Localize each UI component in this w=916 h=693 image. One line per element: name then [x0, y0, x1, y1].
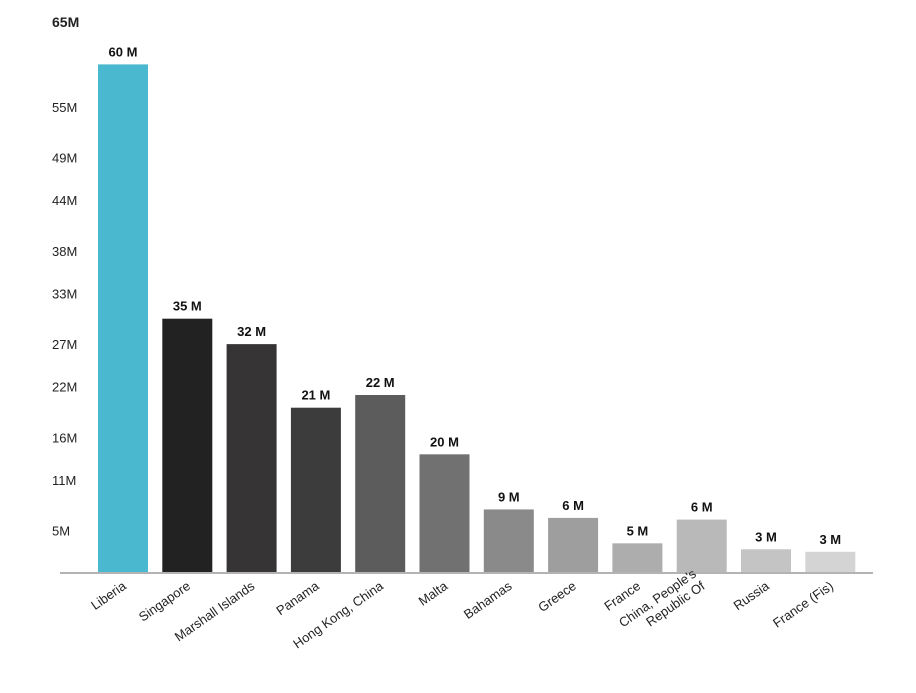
- category-label-line: Bahamas: [461, 578, 515, 622]
- bar: [741, 549, 791, 573]
- data-label: 3 M: [755, 529, 777, 544]
- y-tick-label: 49M: [52, 151, 77, 166]
- bar: [805, 551, 856, 573]
- data-label: 21 M: [301, 388, 330, 403]
- y-tick-label: 44M: [52, 193, 77, 208]
- data-label: 6 M: [691, 500, 713, 515]
- bar: [162, 318, 213, 573]
- category-label: Liberia: [88, 578, 129, 613]
- y-tick-label: 11M: [52, 473, 76, 488]
- data-label: 3 M: [819, 532, 841, 547]
- category-label: Singapore: [136, 578, 193, 624]
- category-label: China, People'sRepublic Of: [616, 566, 708, 643]
- y-tick-label: 5M: [52, 524, 70, 539]
- y-tick-label: 33M: [52, 286, 77, 301]
- bar: [290, 407, 341, 573]
- y-tick-label: 22M: [52, 380, 77, 395]
- y-tick-label: 27M: [52, 337, 77, 352]
- category-label: Panama: [273, 578, 322, 619]
- bar: [483, 509, 534, 573]
- y-tick-label: 38M: [52, 244, 77, 259]
- y-tick-label: 65M: [52, 14, 79, 30]
- bar: [355, 394, 406, 573]
- category-label: Bahamas: [461, 578, 515, 622]
- bars: [98, 64, 856, 573]
- bar: [612, 543, 663, 573]
- y-tick-label: 16M: [52, 430, 77, 445]
- data-label: 20 M: [430, 434, 459, 449]
- data-labels: 60 M 35 M 32 M 21 M 22 M 20 M 9 M 6 M 5 M 6 M 3 M 3…: [109, 44, 842, 546]
- category-label-line: Liberia: [88, 578, 129, 613]
- category-label: Russia: [731, 578, 773, 614]
- category-label: Greece: [535, 578, 579, 615]
- category-label-line: Greece: [535, 578, 579, 615]
- data-label: 35 M: [173, 299, 202, 314]
- category-label: Malta: [416, 578, 451, 609]
- y-axis-ticks: 5M 11M 16M 22M 27M 33M 38M 44M 49M 55M 65M: [52, 14, 79, 539]
- data-label: 32 M: [237, 324, 266, 339]
- data-label: 22 M: [366, 375, 395, 390]
- bar: [548, 517, 599, 573]
- data-label: 9 M: [498, 489, 520, 504]
- category-label-line: Malta: [416, 578, 451, 609]
- category-label-line: Singapore: [136, 578, 193, 624]
- data-label: 60 M: [109, 44, 138, 59]
- data-label: 5 M: [627, 523, 649, 538]
- bar: [98, 64, 148, 573]
- bar: [676, 519, 727, 573]
- category-label: France (Fis): [770, 578, 836, 630]
- bar: [226, 344, 277, 573]
- y-tick-label: 55M: [52, 100, 77, 115]
- category-label-line: France (Fis): [770, 578, 836, 630]
- category-label-line: Russia: [731, 578, 773, 614]
- category-label-line: Panama: [273, 578, 322, 619]
- bar: [419, 454, 470, 573]
- data-label: 6 M: [562, 498, 584, 513]
